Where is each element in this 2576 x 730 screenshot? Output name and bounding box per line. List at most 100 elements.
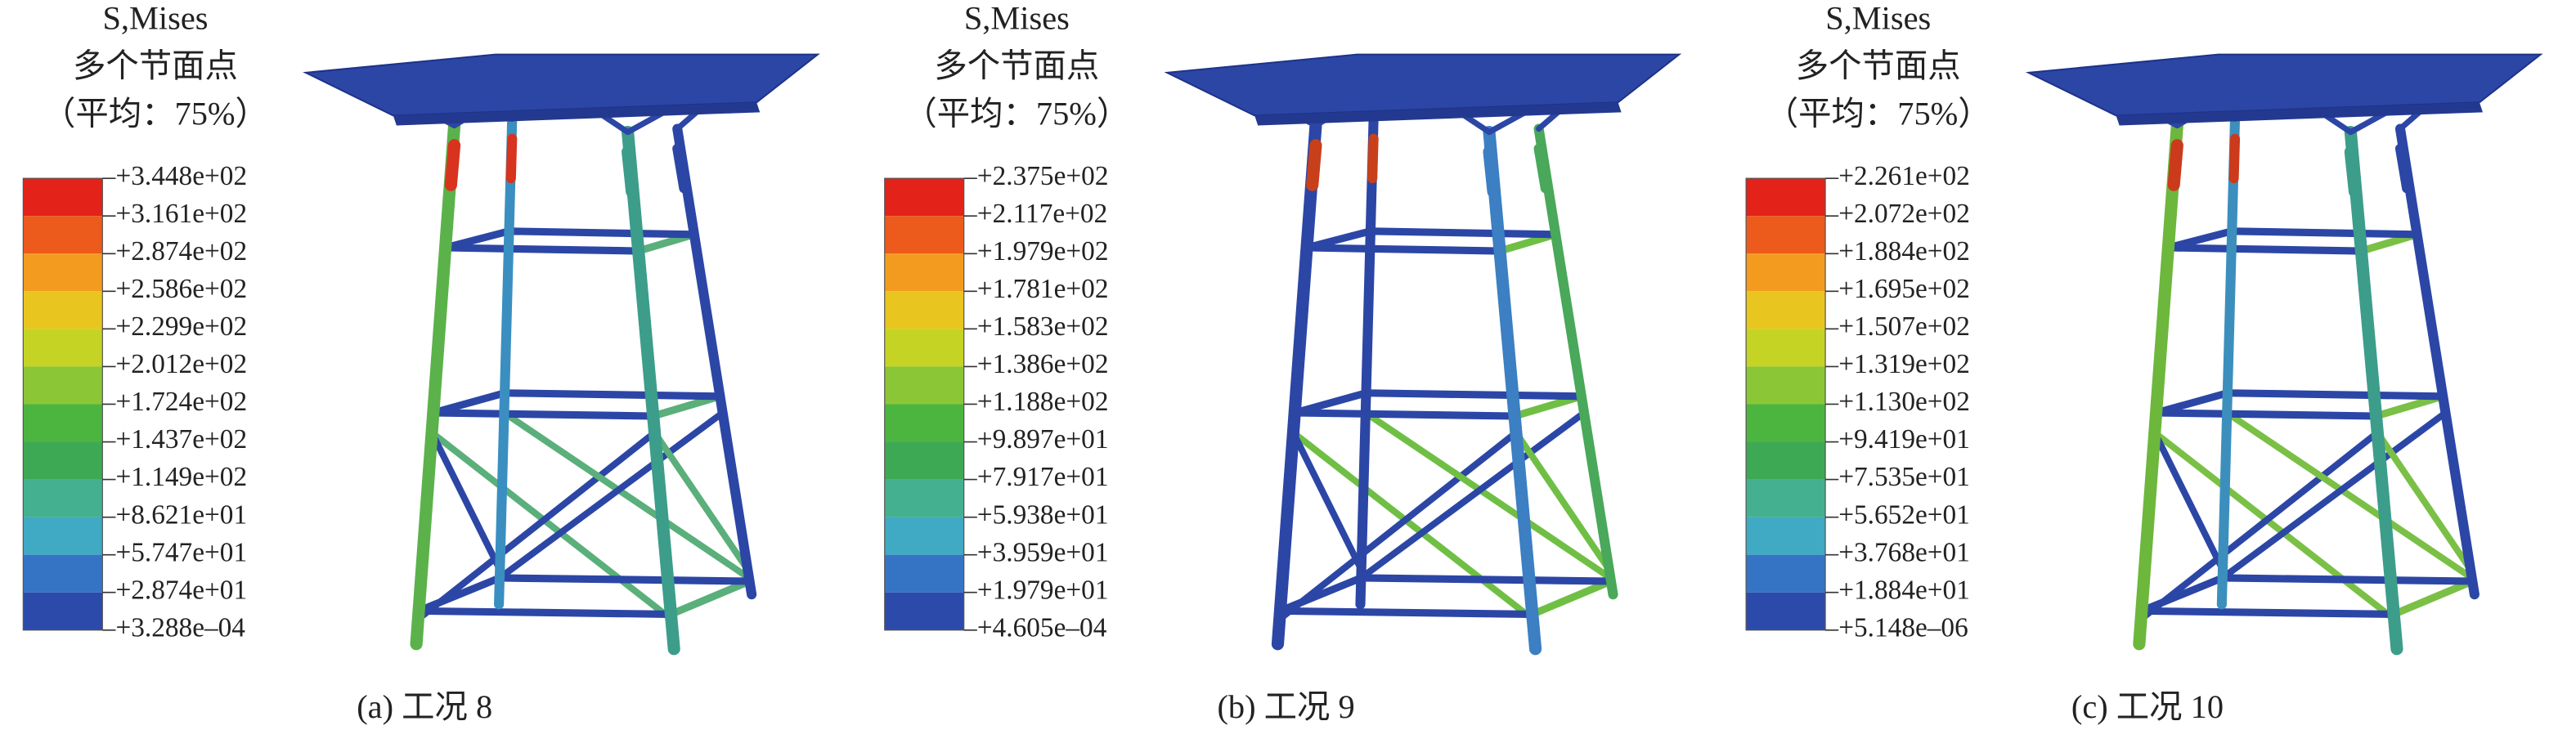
tower-member — [1271, 119, 1322, 651]
tower-member — [1367, 227, 1560, 239]
legend-label: +1.781e+02 — [977, 274, 1109, 304]
legend-band — [23, 329, 103, 367]
tower-member — [429, 409, 657, 420]
legend-title: 多个节面点 — [73, 47, 238, 84]
tower-member — [415, 429, 658, 623]
legend-band — [1746, 517, 1826, 555]
tower-member — [2228, 133, 2241, 184]
tower-member — [1276, 429, 1519, 623]
legend-band — [23, 517, 103, 555]
tower-member — [2228, 227, 2421, 239]
deck — [2025, 53, 2543, 117]
tower-member — [1483, 126, 1542, 656]
legend-label: +2.261e+02 — [1838, 161, 1970, 191]
legend-band — [884, 479, 964, 517]
tower-member — [2390, 577, 2476, 618]
legend-band — [23, 404, 103, 442]
tower-member — [2219, 409, 2449, 582]
tower-member — [496, 574, 754, 585]
legend-band — [884, 216, 964, 254]
legend-band — [1746, 329, 1826, 367]
tower-member — [1303, 227, 1375, 252]
tower-member — [429, 389, 509, 417]
tower-member — [1357, 574, 1615, 585]
legend-label: +5.938e+01 — [977, 499, 1109, 530]
legend-label: +3.288e–04 — [115, 612, 245, 643]
legend-label: +5.652e+01 — [1838, 499, 1970, 530]
tower-member — [415, 607, 675, 618]
tower-member — [2167, 139, 2183, 191]
deck — [1164, 53, 1682, 117]
tower-member — [1290, 429, 1537, 623]
tower-member — [2151, 429, 2227, 573]
legend-label: +2.874e+01 — [115, 575, 247, 605]
legend-label: +1.437e+02 — [115, 424, 247, 455]
tower-member — [494, 114, 518, 610]
legend-title: S,Mises — [1825, 0, 1931, 37]
tower-member — [2138, 574, 2227, 615]
tower-member — [428, 429, 504, 573]
tower-member — [2133, 119, 2183, 651]
legend-band — [1746, 554, 1826, 593]
legend-band — [884, 554, 964, 593]
caption: (c) 工况 10 — [2071, 688, 2224, 725]
tower-member — [672, 123, 757, 600]
legend-label: +1.149e+02 — [115, 462, 247, 492]
legend-band — [23, 592, 103, 630]
tower-member — [1533, 143, 1551, 194]
legend-band — [23, 216, 103, 254]
legend-label: +1.979e+01 — [977, 575, 1109, 605]
legend-band — [1746, 216, 1826, 254]
legend-band — [884, 366, 964, 405]
legend-label: +1.979e+02 — [977, 236, 1109, 266]
legend-band — [23, 253, 103, 292]
tower-member — [1355, 114, 1379, 610]
legend-band — [23, 441, 103, 480]
tower-member — [2164, 244, 2365, 255]
panel: S,Mises 多个节面点 （平均：75%） +2.261e+02 +2.072e+02… — [1745, 0, 2543, 725]
legend-label: +2.299e+02 — [115, 311, 247, 342]
legend-band — [1746, 366, 1826, 405]
legend-band — [23, 366, 103, 405]
tower-member — [2152, 389, 2232, 417]
legend-label: +7.917e+01 — [977, 462, 1109, 492]
legend-band — [23, 178, 103, 217]
tower-member — [2344, 126, 2403, 656]
legend-title: （平均：75%） — [1766, 96, 1991, 132]
legend-band — [1746, 178, 1826, 217]
deck-lower — [2116, 102, 2483, 126]
tower-member — [444, 139, 461, 191]
legend-band — [1746, 253, 1826, 292]
tower-member — [415, 574, 504, 615]
tower-member — [622, 126, 680, 656]
legend-band — [23, 291, 103, 329]
legend-title: （平均：75%） — [43, 96, 268, 132]
tower-member — [505, 133, 518, 184]
legend-label: +2.874e+02 — [115, 236, 247, 266]
legend-band — [884, 329, 964, 367]
legend-label: +1.583e+02 — [977, 311, 1109, 342]
legend-band — [884, 253, 964, 292]
tower-member — [2224, 389, 2447, 401]
legend-title: 多个节面点 — [1796, 47, 1961, 84]
deck — [303, 53, 820, 117]
tower-member — [2138, 607, 2398, 618]
tower-member — [1303, 244, 1504, 255]
tower-member — [622, 146, 639, 198]
tower-member — [1276, 607, 1537, 618]
tower-member — [1290, 429, 1365, 573]
legend-label: +5.747e+01 — [115, 537, 247, 567]
tower-member — [500, 389, 725, 401]
legend-label: +1.507e+02 — [1838, 311, 1970, 342]
panel: S,Mises 多个节面点 （平均：75%） +3.448e+02 +3.161e+02… — [22, 0, 820, 725]
tower-member — [2152, 409, 2381, 420]
legend-label: +9.419e+01 — [1838, 424, 1970, 455]
legend-label: +3.448e+02 — [115, 161, 247, 191]
legend-band — [1746, 592, 1826, 630]
legend-label: +7.535e+01 — [1838, 462, 1970, 492]
legend-label: +2.586e+02 — [115, 274, 247, 304]
tower-member — [1362, 389, 1586, 401]
legend-label: +1.319e+02 — [1838, 349, 1970, 379]
legend-title: S,Mises — [102, 0, 208, 37]
